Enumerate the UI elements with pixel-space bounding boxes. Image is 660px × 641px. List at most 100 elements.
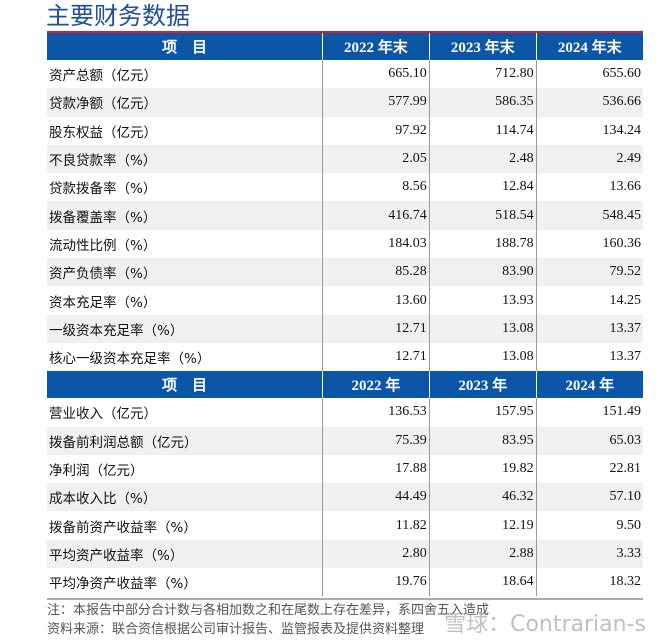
value-cell: 18.64 <box>428 568 537 597</box>
value-cell: 136.53 <box>321 398 430 427</box>
value-cell: 79.52 <box>535 258 643 287</box>
row-label: 平均净资产收益率（%） <box>49 576 197 593</box>
value-cell: 2.49 <box>535 144 643 174</box>
table-row: 资本充足率（%） 13.60 13.93 14.25 <box>47 286 643 315</box>
value-cell: 75.39 <box>321 426 430 455</box>
value-cell: 2.88 <box>428 539 537 569</box>
table-row: 不良贷款率（%） 2.05 2.48 2.49 <box>47 144 643 174</box>
table-row: 股东权益（亿元） 97.92 114.74 134.24 <box>47 116 643 145</box>
value-cell: 665.10 <box>321 60 430 89</box>
value-cell: 17.88 <box>321 454 430 484</box>
financial-data-table: 项 目 2022 年末 2023 年末 2024 年末 资产总额（亿元） 665.10 71… <box>47 31 643 597</box>
table-row: 贷款拨备率（%） 8.56 12.84 13.66 <box>47 173 643 202</box>
value-cell: 712.80 <box>428 60 537 89</box>
value-cell: 13.37 <box>535 342 643 372</box>
value-cell: 577.99 <box>321 88 430 117</box>
value-cell: 12.84 <box>428 173 537 202</box>
row-label: 股东权益（亿元） <box>49 124 157 141</box>
row-label: 资本充足率（%） <box>49 294 157 311</box>
value-cell: 83.90 <box>428 258 537 287</box>
value-cell: 13.60 <box>321 286 430 315</box>
row-label: 平均资产收益率（%） <box>47 539 323 569</box>
table-row: 平均资产收益率（%） 2.80 2.88 3.33 <box>47 539 643 569</box>
value-cell: 2.48 <box>428 144 537 174</box>
header-cell: 2023 年 <box>428 371 537 399</box>
row-label: 资产负债率（%） <box>47 258 323 287</box>
value-cell: 160.36 <box>535 229 643 259</box>
value-cell: 97.92 <box>321 116 430 145</box>
watermark: 雪球：Contrarian-s <box>444 612 646 637</box>
row-label: 资产总额（亿元） <box>49 68 157 85</box>
value-cell: 57.10 <box>535 483 643 512</box>
value-cell: 83.95 <box>428 426 537 455</box>
page-title: 主要财务数据 <box>46 2 190 30</box>
value-cell: 9.50 <box>535 511 643 540</box>
value-cell: 19.76 <box>321 568 430 597</box>
value-cell: 22.81 <box>535 454 643 484</box>
row-label: 拨备前利润总额（亿元） <box>47 426 323 455</box>
value-cell: 655.60 <box>535 60 643 89</box>
table-row: 流动性比例（%） 184.03 188.78 160.36 <box>47 229 643 259</box>
header-cell: 项 目 <box>47 371 323 399</box>
value-cell: 85.28 <box>321 258 430 287</box>
row-label: 不良贷款率（%） <box>47 144 323 174</box>
value-cell: 2.05 <box>321 144 430 174</box>
table-row: 资产总额（亿元） 665.10 712.80 655.60 <box>47 60 643 89</box>
header-cell: 2024 年末 <box>535 32 643 60</box>
row-label: 拨备覆盖率（%） <box>47 201 323 230</box>
value-cell: 12.19 <box>428 511 537 540</box>
table-row: 营业收入（亿元） 136.53 157.95 151.49 <box>47 398 643 427</box>
row-label: 贷款拨备率（%） <box>49 181 157 198</box>
table-row: 拨备前利润总额（亿元） 75.39 83.95 65.03 <box>47 426 643 455</box>
row-label: 成本收入比（%） <box>47 483 323 512</box>
header-cell: 2022 年末 <box>321 32 430 60</box>
value-cell: 188.78 <box>428 229 537 259</box>
value-cell: 12.71 <box>321 342 430 372</box>
header-cell: 2024 年 <box>535 371 643 399</box>
row-label: 贷款净额（亿元） <box>47 88 323 117</box>
value-cell: 19.82 <box>428 454 537 484</box>
table-row: 拨备前资产收益率（%） 11.82 12.19 9.50 <box>47 511 643 540</box>
value-cell: 157.95 <box>428 398 537 427</box>
header-cell: 2023 年末 <box>428 32 537 60</box>
divider <box>47 598 643 600</box>
value-cell: 184.03 <box>321 229 430 259</box>
value-cell: 114.74 <box>428 116 537 145</box>
value-cell: 416.74 <box>321 201 430 230</box>
value-cell: 44.49 <box>321 483 430 512</box>
table-header-row: 项 目 2022 年末 2023 年末 2024 年末 <box>47 32 643 60</box>
value-cell: 18.32 <box>535 568 643 597</box>
table-header-row: 项 目 2022 年 2023 年 2024 年 <box>47 371 643 399</box>
footnote: 注：本报告中部分合计数与各相加数之和在尾数上存在差异，系四舍五入造成 <box>47 603 490 618</box>
row-label: 核心一级资本充足率（%） <box>49 351 211 368</box>
header-cell: 2022 年 <box>321 371 430 399</box>
table-row: 拨备覆盖率（%） 416.74 518.54 548.45 <box>47 201 643 230</box>
value-cell: 12.71 <box>321 314 430 343</box>
value-cell: 13.66 <box>535 173 643 202</box>
value-cell: 8.56 <box>321 173 430 202</box>
value-cell: 65.03 <box>535 426 643 455</box>
row-label: 流动性比例（%） <box>49 237 157 254</box>
value-cell: 134.24 <box>535 116 643 145</box>
row-label: 营业收入（亿元） <box>49 406 157 423</box>
table-row: 净利润（亿元） 17.88 19.82 22.81 <box>47 454 643 484</box>
table-row: 平均净资产收益率（%） 19.76 18.64 18.32 <box>47 568 643 597</box>
value-cell: 586.35 <box>428 88 537 117</box>
value-cell: 548.45 <box>535 201 643 230</box>
value-cell: 13.08 <box>428 314 537 343</box>
table-row: 成本收入比（%） 44.49 46.32 57.10 <box>47 483 643 512</box>
value-cell: 46.32 <box>428 483 537 512</box>
row-label: 一级资本充足率（%） <box>47 314 323 343</box>
value-cell: 2.80 <box>321 539 430 569</box>
table-row: 贷款净额（亿元） 577.99 586.35 536.66 <box>47 88 643 117</box>
value-cell: 151.49 <box>535 398 643 427</box>
value-cell: 13.93 <box>428 286 537 315</box>
value-cell: 518.54 <box>428 201 537 230</box>
value-cell: 3.33 <box>535 539 643 569</box>
value-cell: 13.08 <box>428 342 537 372</box>
header-cell: 项 目 <box>47 32 323 60</box>
value-cell: 14.25 <box>535 286 643 315</box>
source-note: 资料来源：联合资信根据公司审计报告、监管报表及提供资料整理 <box>47 622 425 637</box>
table-row: 资产负债率（%） 85.28 83.90 79.52 <box>47 258 643 287</box>
table-row: 一级资本充足率（%） 12.71 13.08 13.37 <box>47 314 643 343</box>
